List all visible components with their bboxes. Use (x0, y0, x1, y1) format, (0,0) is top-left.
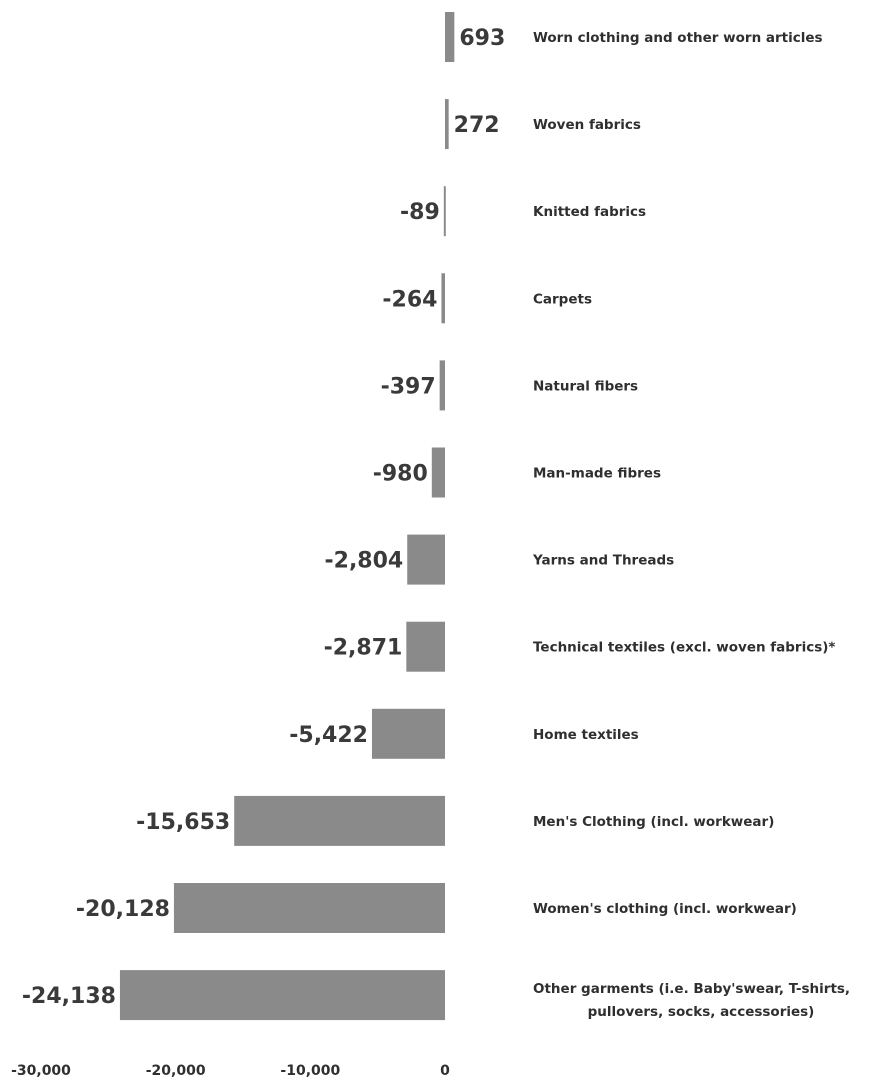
bar (441, 273, 445, 324)
category-label-line: Other garments (i.e. Baby'swear, T-shirt… (533, 981, 850, 997)
category-label: Women's clothing (incl. workwear) (533, 901, 797, 917)
x-tick-label: 0 (440, 1063, 450, 1079)
category-label: Man-made fibres (533, 466, 661, 482)
value-label: -5,422 (289, 723, 368, 748)
value-label: -397 (381, 374, 436, 399)
bar (431, 447, 445, 498)
category-label: Carpets (533, 291, 592, 307)
category-label: Woven fabrics (533, 117, 641, 133)
x-tick-label: -10,000 (280, 1063, 340, 1079)
category-label: Technical textiles (excl. woven fabrics)… (533, 640, 835, 656)
category-label: Natural fibers (533, 378, 638, 394)
x-tick-label: -30,000 (11, 1063, 71, 1079)
x-tick-label: -20,000 (146, 1063, 206, 1079)
bar (407, 534, 445, 585)
bar (406, 621, 445, 672)
value-label: -24,138 (22, 984, 116, 1009)
value-label: -2,871 (324, 636, 403, 661)
category-label: Home textiles (533, 727, 639, 743)
category-label: Yarns and Threads (532, 553, 674, 569)
value-label: -89 (400, 200, 440, 225)
bar (173, 883, 445, 933)
bar (443, 186, 446, 237)
bar (119, 970, 446, 1021)
value-label: -15,653 (136, 810, 230, 835)
value-label: -980 (373, 462, 428, 487)
value-label: -264 (382, 287, 437, 312)
category-label: Other garments (i.e. Baby'swear, T-shirt… (533, 981, 850, 1020)
bar (445, 99, 449, 150)
bar (371, 708, 445, 759)
category-label-line: pullovers, socks, accessories) (588, 1004, 815, 1020)
category-label: Knitted fabrics (533, 204, 646, 220)
bar (439, 360, 445, 411)
value-label: -20,128 (76, 897, 170, 922)
category-label: Men's Clothing (incl. workwear) (533, 814, 774, 830)
bar (234, 795, 445, 846)
value-label: -2,804 (325, 549, 404, 574)
category-label: Worn clothing and other worn articles (533, 30, 823, 46)
bar (445, 12, 455, 62)
value-label: 693 (459, 26, 505, 51)
value-label: 272 (454, 113, 500, 138)
